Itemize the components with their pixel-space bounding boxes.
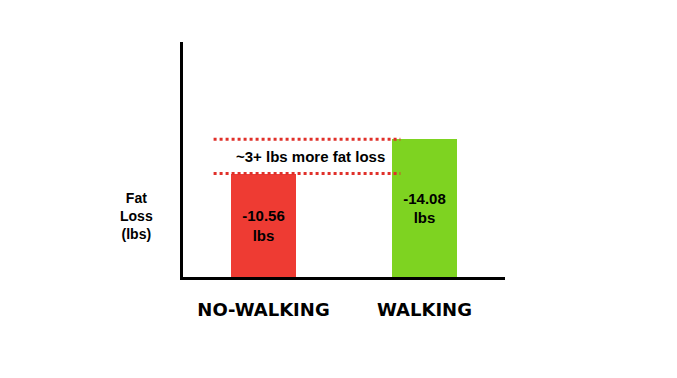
svg-text:NO-WALKING: NO-WALKING xyxy=(197,299,329,320)
svg-text:FatLoss(lbs): FatLoss(lbs) xyxy=(120,190,153,242)
svg-text:-14.08lbs: -14.08lbs xyxy=(403,190,446,227)
svg-text:~3+ lbs more fat loss: ~3+ lbs more fat loss xyxy=(236,148,385,165)
svg-text:WALKING: WALKING xyxy=(377,299,472,320)
svg-text:-10.56lbs: -10.56lbs xyxy=(242,207,285,244)
